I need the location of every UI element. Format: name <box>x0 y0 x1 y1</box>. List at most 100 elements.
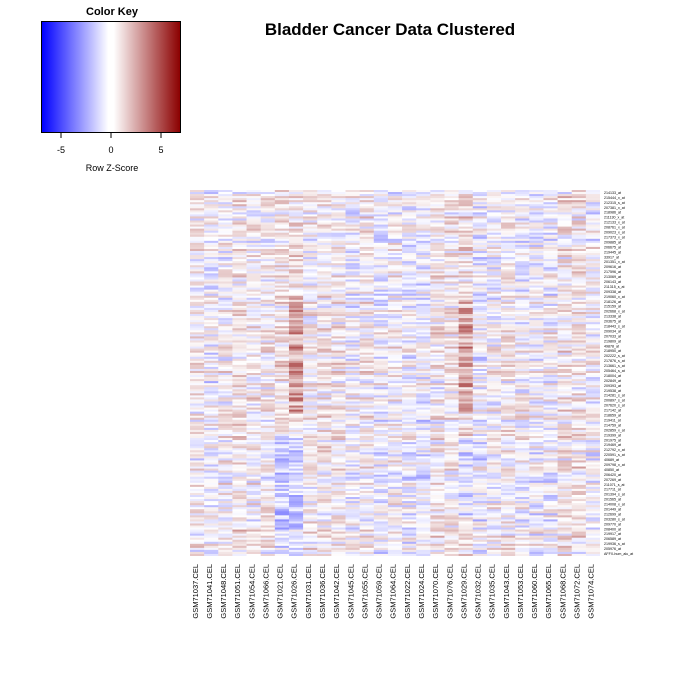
heatmap-cell <box>204 373 219 376</box>
heatmap-cell <box>232 287 247 290</box>
heatmap-cell <box>373 480 389 484</box>
heatmap-cell <box>303 350 318 353</box>
heatmap-cell <box>288 212 304 215</box>
heatmap-cell <box>430 255 445 258</box>
heatmap-cell <box>515 214 530 217</box>
heatmap-cell <box>402 253 417 256</box>
heatmap-cell <box>557 446 573 449</box>
heatmap-cell <box>260 277 276 280</box>
heatmap-cell <box>444 507 459 510</box>
heatmap-cell <box>232 238 247 242</box>
heatmap-cell <box>246 474 261 477</box>
heatmap-cell <box>204 212 219 215</box>
heatmap-cell <box>218 354 233 358</box>
heatmap-cell <box>288 226 304 229</box>
heatmap-cell <box>430 505 445 508</box>
heatmap-cell <box>345 466 360 469</box>
heatmap-cell <box>204 462 219 465</box>
heatmap-cell <box>387 336 403 339</box>
heatmap-cell <box>345 425 360 429</box>
heatmap-cell <box>458 236 474 240</box>
heatmap-cell <box>444 472 459 475</box>
heatmap-cell <box>345 267 360 270</box>
heatmap-cell <box>515 364 530 368</box>
heatmap-cell <box>458 267 474 270</box>
heatmap-cell <box>232 297 247 301</box>
heatmap-cell <box>501 232 516 236</box>
heatmap-cell <box>331 456 346 459</box>
heatmap-cell <box>345 312 360 315</box>
heatmap-cell <box>416 354 431 358</box>
heatmap-cell <box>218 527 233 530</box>
heatmap-cell <box>486 190 502 193</box>
heatmap-cell <box>190 200 205 203</box>
heatmap-cell <box>458 513 474 516</box>
heatmap-cell <box>571 307 587 311</box>
heatmap-cell <box>585 375 600 378</box>
heatmap-cell <box>190 466 205 469</box>
heatmap-cell <box>501 206 516 209</box>
heatmap-cell <box>515 234 530 238</box>
heatmap-cell <box>218 324 233 327</box>
heatmap-cell <box>190 531 205 534</box>
heatmap-cell <box>359 283 375 286</box>
heatmap-cell <box>458 505 474 508</box>
heatmap-cell <box>515 399 530 402</box>
heatmap-cell <box>246 301 261 305</box>
heatmap-cell <box>585 273 600 276</box>
heatmap-cell <box>359 515 375 518</box>
heatmap-cell <box>430 495 445 498</box>
heatmap-cell <box>204 346 219 349</box>
heatmap-cell <box>303 454 318 457</box>
heatmap-cell <box>232 464 247 467</box>
heatmap-cell <box>515 238 530 242</box>
heatmap-cell <box>359 297 375 301</box>
heatmap-cell <box>331 346 346 349</box>
heatmap-cell <box>585 472 600 475</box>
heatmap-cell <box>373 281 389 284</box>
heatmap-cell <box>387 515 403 518</box>
heatmap-cell <box>430 523 445 526</box>
heatmap-cell <box>486 429 502 433</box>
heatmap-cell <box>331 269 346 272</box>
heatmap-cell <box>218 407 233 410</box>
heatmap-cell <box>486 533 502 536</box>
heatmap-cell <box>373 275 389 278</box>
heatmap-cell <box>373 314 389 317</box>
heatmap-cell <box>373 436 389 439</box>
heatmap-cell <box>260 387 276 390</box>
heatmap-cell <box>444 267 459 270</box>
heatmap-cell <box>359 452 375 455</box>
heatmap-cell <box>232 240 247 244</box>
heatmap-cell <box>458 352 474 355</box>
heatmap-cell <box>444 190 459 193</box>
heatmap-cell <box>373 238 389 242</box>
heatmap-cell <box>501 476 516 480</box>
heatmap-cell <box>260 393 276 396</box>
heatmap-cell <box>274 405 290 408</box>
heatmap-cell <box>345 395 360 398</box>
heatmap-cell <box>373 429 389 433</box>
heatmap-cell <box>317 350 332 353</box>
heatmap-cell <box>515 474 530 477</box>
heatmap-cell <box>543 202 558 205</box>
heatmap-cell <box>529 440 544 443</box>
heatmap-cell <box>345 370 360 374</box>
heatmap-cell <box>204 476 219 480</box>
heatmap-cell <box>274 234 290 238</box>
heatmap-cell <box>317 301 332 305</box>
heatmap-cell <box>515 293 530 297</box>
heatmap-cell <box>303 507 318 510</box>
heatmap-cell <box>190 490 205 494</box>
heatmap-cell <box>218 198 233 201</box>
heatmap-cell <box>501 537 516 541</box>
heatmap-cell <box>402 495 417 498</box>
heatmap-cell <box>486 226 502 229</box>
heatmap-cell <box>288 484 304 488</box>
heatmap-cell <box>430 257 445 260</box>
heatmap-cell <box>557 318 573 321</box>
heatmap-cell <box>501 338 516 341</box>
heatmap-cell <box>430 434 445 437</box>
heatmap-cell <box>246 255 261 258</box>
heatmap-cell <box>274 346 290 349</box>
